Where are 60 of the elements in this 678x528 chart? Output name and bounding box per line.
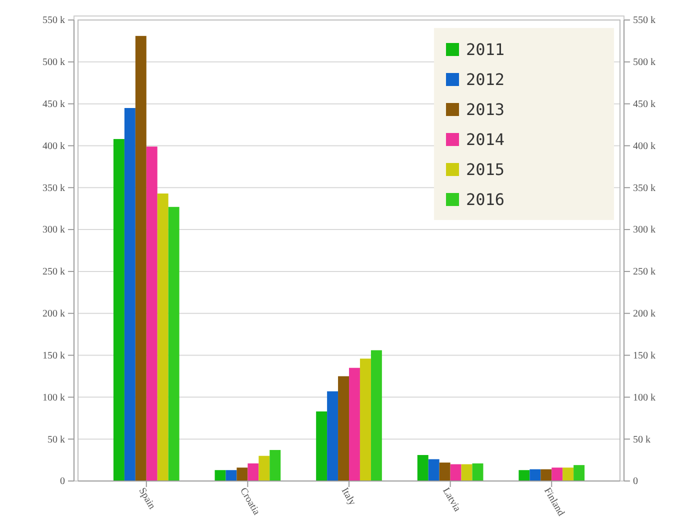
legend-label: 2012 <box>466 70 505 89</box>
y-tick-label: 150 k <box>42 350 65 362</box>
bar <box>349 368 360 481</box>
y-tick-label: 350 k <box>42 182 65 194</box>
y2-tick-label: 300 k <box>633 224 656 236</box>
y2-tick-label: 400 k <box>633 140 656 152</box>
bar <box>461 464 472 481</box>
y-tick-label: 100 k <box>42 392 65 404</box>
bar <box>360 358 371 481</box>
y2-tick-label: 100 k <box>633 392 656 404</box>
bar <box>157 194 168 481</box>
y2-tick-label: 50 k <box>633 434 650 446</box>
y2-tick-label: 200 k <box>633 308 656 320</box>
legend-label: 2013 <box>466 100 505 119</box>
bar <box>574 465 585 481</box>
y-tick-label: 450 k <box>42 99 65 110</box>
bar <box>168 206 180 481</box>
bar <box>270 450 281 481</box>
bar <box>248 463 259 481</box>
y2-tick-label: 550 k <box>633 15 656 26</box>
bar <box>518 470 530 481</box>
bar <box>146 146 158 481</box>
bar <box>124 108 136 481</box>
bar <box>316 411 328 481</box>
bar <box>214 470 226 481</box>
y2-tick-label: 150 k <box>633 350 656 362</box>
y2-tick-label: 350 k <box>633 182 656 194</box>
y2-tick-label: 0 <box>633 476 638 488</box>
bar <box>428 459 440 481</box>
bar <box>530 469 541 481</box>
y-tick-label: 200 k <box>42 308 65 320</box>
legend-label: 2016 <box>466 190 505 209</box>
bar <box>552 468 563 481</box>
bar <box>327 391 338 481</box>
bar <box>135 36 146 481</box>
legend-label: 2011 <box>466 40 505 59</box>
bar <box>236 468 248 481</box>
y-tick-label: 0 <box>60 476 65 488</box>
bar <box>540 469 552 481</box>
y-tick-label: 500 k <box>42 57 65 68</box>
y2-tick-label: 250 k <box>633 266 656 278</box>
y-tick-label: 550 k <box>42 15 65 26</box>
bar <box>562 468 574 481</box>
y2-tick-label: 450 k <box>633 99 656 110</box>
bar <box>226 470 237 481</box>
y-tick-label: 400 k <box>42 140 65 152</box>
bar <box>338 376 349 481</box>
bar <box>113 139 124 481</box>
legend-label: 2015 <box>466 160 505 179</box>
bar <box>450 464 462 481</box>
bar <box>439 462 450 481</box>
bar <box>472 463 484 481</box>
legend-label: 2014 <box>466 130 505 149</box>
bar <box>370 350 382 481</box>
y2-tick-label: 500 k <box>633 57 656 68</box>
y-tick-label: 250 k <box>42 266 65 278</box>
y-tick-label: 50 k <box>48 434 65 446</box>
bar <box>417 455 428 481</box>
y-tick-label: 300 k <box>42 224 65 236</box>
bar <box>258 456 270 481</box>
